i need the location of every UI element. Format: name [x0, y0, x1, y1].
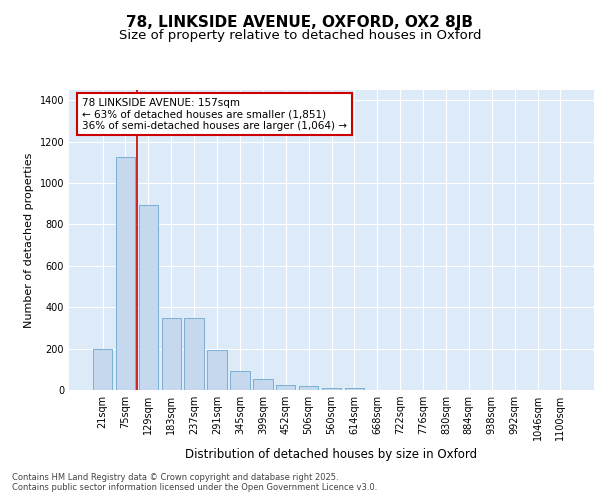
Bar	[161, 318, 181, 390]
Bar	[184, 318, 204, 390]
Text: Size of property relative to detached houses in Oxford: Size of property relative to detached ho…	[119, 28, 481, 42]
Bar	[208, 350, 227, 390]
Bar	[322, 388, 341, 390]
X-axis label: Distribution of detached houses by size in Oxford: Distribution of detached houses by size …	[185, 448, 478, 462]
Bar	[230, 372, 250, 390]
Bar	[344, 388, 364, 390]
Text: 78, LINKSIDE AVENUE, OXFORD, OX2 8JB: 78, LINKSIDE AVENUE, OXFORD, OX2 8JB	[127, 15, 473, 30]
Bar	[253, 378, 272, 390]
Bar	[116, 157, 135, 390]
Bar	[139, 205, 158, 390]
Bar	[276, 386, 295, 390]
Bar	[93, 348, 112, 390]
Y-axis label: Number of detached properties: Number of detached properties	[24, 152, 34, 328]
Text: 78 LINKSIDE AVENUE: 157sqm
← 63% of detached houses are smaller (1,851)
36% of s: 78 LINKSIDE AVENUE: 157sqm ← 63% of deta…	[82, 98, 347, 130]
Text: Contains HM Land Registry data © Crown copyright and database right 2025.
Contai: Contains HM Land Registry data © Crown c…	[12, 473, 377, 492]
Bar	[299, 386, 319, 390]
